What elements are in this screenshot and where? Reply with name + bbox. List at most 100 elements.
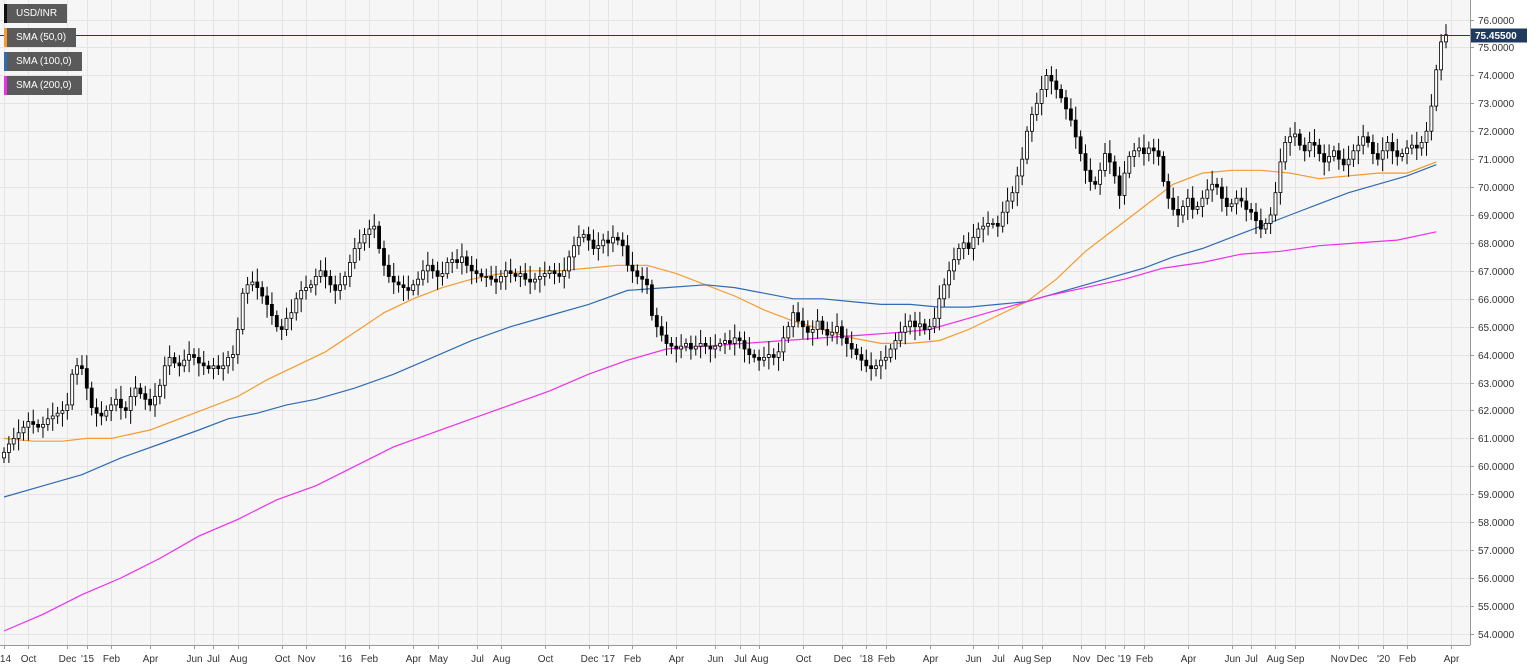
candle-body-up (898, 331, 903, 342)
candle (1064, 89, 1068, 120)
candle (542, 261, 547, 286)
candle (1263, 218, 1268, 234)
candle-body-down (1049, 75, 1054, 82)
legend-item-sma-100[interactable]: SMA (100,0) (4, 52, 82, 71)
x-tick-label: '18 (860, 654, 873, 665)
candle-body-down (523, 273, 528, 280)
candle (947, 261, 951, 299)
candle-body-down (625, 245, 630, 266)
candle-body-up (372, 225, 377, 230)
candle (742, 331, 747, 363)
candle-body-up (75, 365, 79, 375)
candle (1424, 122, 1429, 156)
candle-body-up (932, 317, 937, 328)
candle (864, 349, 869, 373)
candle-body-down (1336, 150, 1341, 160)
candle (153, 383, 157, 417)
candle (908, 314, 912, 335)
candle-body-down (674, 345, 679, 350)
candle (459, 243, 464, 275)
candle (391, 263, 396, 295)
candle-body-up (104, 410, 109, 417)
candle (226, 350, 231, 374)
candle-body-down (659, 326, 664, 336)
candle (718, 338, 722, 352)
candle (1351, 144, 1356, 167)
candle-body-down (1259, 220, 1263, 230)
legend-item-sma-50[interactable]: SMA (50,0) (4, 28, 77, 47)
candles (2, 24, 1448, 463)
legend-item-usdinr[interactable]: USD/INR (4, 4, 68, 23)
candle-body-up (1405, 147, 1409, 154)
candle-body-up (1132, 150, 1137, 157)
candle-body-up (1127, 155, 1132, 174)
candle-body-up (533, 278, 537, 283)
candle (1224, 186, 1229, 216)
y-tick-label: 71.0000 (1478, 155, 1515, 166)
candle (869, 352, 873, 381)
candle-body-up (1181, 206, 1185, 216)
candle-body-down (606, 239, 610, 244)
candle (927, 318, 932, 341)
y-tick-label: 56.0000 (1478, 574, 1515, 585)
y-tick-label: 59.0000 (1478, 490, 1515, 501)
candle-body-down (1395, 150, 1400, 157)
candle-body-up (1307, 141, 1312, 152)
candle (835, 313, 839, 345)
candle-body-down (206, 365, 211, 369)
moving-averages (3, 161, 1437, 632)
candle-body-down (728, 340, 732, 344)
x-tick-label: Aug (1267, 654, 1285, 665)
candle-body-down (654, 315, 659, 328)
candle (820, 316, 825, 335)
candle-body-down (1117, 175, 1122, 196)
candle (396, 275, 401, 293)
candle-body-up (2, 451, 6, 459)
candle-body-down (508, 270, 513, 274)
candle (844, 328, 849, 357)
candle (1414, 131, 1419, 160)
candle-body-up (581, 234, 586, 238)
candle-body-up (1361, 136, 1366, 146)
candle-body-down (391, 275, 396, 283)
candle (211, 357, 216, 380)
candle-body-up (815, 320, 820, 330)
candle-body-up (347, 262, 352, 277)
candle (1278, 148, 1283, 205)
candle-body-down (274, 315, 279, 328)
candle-body-up (45, 418, 50, 425)
candle-body-down (1059, 89, 1063, 99)
candle-body-down (1093, 181, 1098, 185)
x-tick-label: Oct (21, 654, 37, 665)
candle-body-up (713, 345, 718, 350)
candle-body-up (952, 259, 956, 272)
candle-body-down (820, 320, 825, 330)
candle (41, 416, 45, 438)
candle-body-down (1239, 197, 1244, 202)
candle (382, 240, 386, 276)
candle (576, 225, 581, 255)
candle-body-up (947, 270, 951, 286)
candle-body-up (313, 275, 318, 286)
candle-body-down (1064, 97, 1068, 110)
candle (635, 264, 640, 285)
candle-body-up (956, 248, 961, 261)
candle (693, 335, 698, 356)
candle-body-down (591, 239, 596, 249)
candle-body-down (84, 368, 89, 389)
y-tick-label: 76.0000 (1478, 16, 1515, 27)
candle (1015, 166, 1020, 207)
candle (411, 279, 416, 296)
candle (893, 332, 898, 360)
candle (1078, 130, 1083, 162)
candle-body-up (7, 443, 11, 453)
candle-body-up (133, 387, 138, 397)
candle-body-up (362, 234, 367, 244)
legend-item-sma-200[interactable]: SMA (200,0) (4, 76, 82, 95)
candle-body-up (245, 284, 250, 294)
candle (854, 344, 859, 360)
candle-body-down (255, 281, 260, 288)
candle-body-down (333, 284, 338, 291)
candle (533, 272, 537, 290)
